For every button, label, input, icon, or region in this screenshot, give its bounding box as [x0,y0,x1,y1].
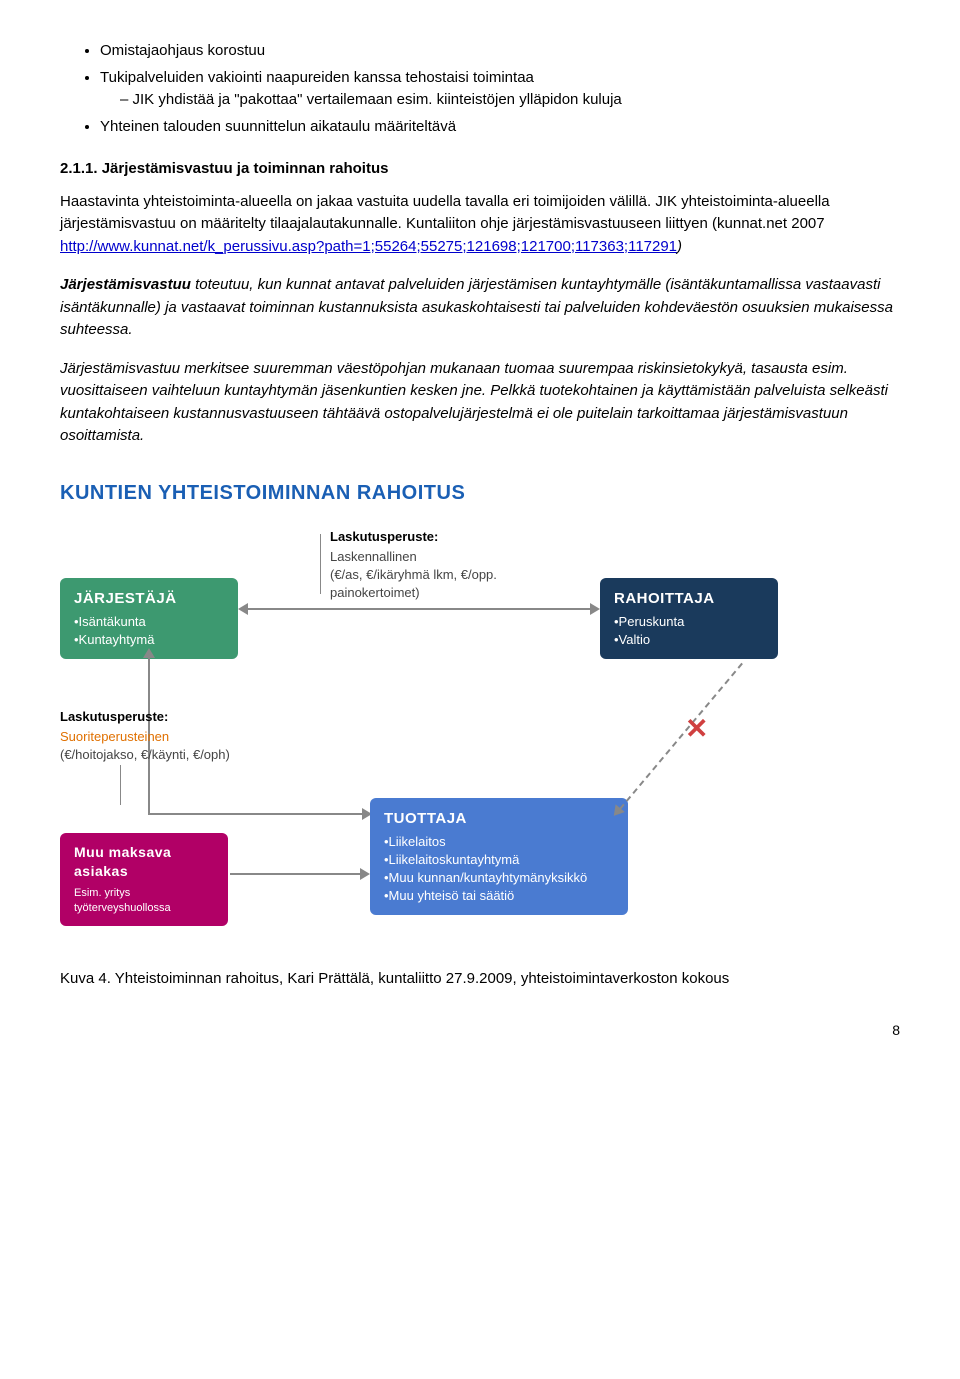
bullet-text: Tukipalveluiden vakiointi naapureiden ka… [100,69,534,86]
jarjestaja-heading: JÄRJESTÄJÄ [74,588,224,609]
p1-text-a: Haastavinta yhteistoiminta-alueella on j… [60,193,830,233]
box-rahoittaja: RAHOITTAJA •Peruskunta •Valtio [600,578,778,659]
bullet-item: Tukipalveluiden vakiointi naapureiden ka… [100,67,900,112]
muu-sub: Esim. yritys työterveyshuollossa [74,886,214,917]
arrow-mt-head [360,868,370,880]
label1-l2: painokertoimet) [330,584,497,602]
tuottaja-heading: TUOTTAJA [384,808,614,829]
bullet-item: Yhteinen talouden suunnittelun aikataulu… [100,116,900,139]
label2-sub: Suoriteperusteinen [60,728,230,746]
muu-heading: Muu maksava asiakas [74,843,214,882]
rahoittaja-l0: •Peruskunta [614,613,764,631]
tuottaja-l2: •Muu kunnan/kuntayhtymänyksikkö [384,869,614,887]
jarjestaja-l1: •Kuntayhtymä [74,631,224,649]
label-laskennallinen: Laskutusperuste: Laskennallinen (€/as, €… [330,528,497,603]
diagram: KUNTIEN YHTEISTOIMINNAN RAHOITUS Laskutu… [60,478,900,938]
section-heading: 2.1.1. Järjestämisvastuu ja toiminnan ra… [60,158,900,181]
p1-text-b: ) [677,238,682,255]
section-number: 2.1.1. [60,160,98,177]
tuottaja-l3: •Muu yhteisö tai säätiö [384,887,614,905]
box-muumaksava: Muu maksava asiakas Esim. yritys työterv… [60,833,228,927]
p2-bold: Järjestämisvastuu [60,276,191,293]
tuottaja-l1: •Liikelaitoskuntayhtymä [384,851,614,869]
page-number: 8 [60,1020,900,1041]
rahoittaja-l1: •Valtio [614,631,764,649]
jarjestaja-l0: •Isäntäkunta [74,613,224,631]
cross-icon: ✕ [685,708,708,750]
arrow-jr-left [238,603,248,615]
arrow-mt [230,873,360,875]
reference-link[interactable]: http://www.kunnat.net/k_perussivu.asp?pa… [60,238,677,255]
label2-line: (€/hoitojakso, €/käynti, €/oph) [60,746,230,764]
label-suorite: Laskutusperuste: Suoriteperusteinen (€/h… [60,708,230,765]
bullet-list: Omistajaohjaus korostuu Tukipalveluiden … [60,40,900,138]
paragraph-3: Järjestämisvastuu merkitsee suuremman vä… [60,358,900,448]
rahoittaja-heading: RAHOITTAJA [614,588,764,609]
label2-vline [120,765,121,805]
arrow-jt-up [143,648,155,658]
box-tuottaja: TUOTTAJA •Liikelaitos •Liikelaitoskuntay… [370,798,628,916]
paragraph-2: Järjestämisvastuu toteutuu, kun kunnat a… [60,274,900,342]
label1-l0: Laskennallinen [330,548,497,566]
dash-rt [619,662,743,809]
paragraph-1: Haastavinta yhteistoiminta-alueella on j… [60,191,900,259]
bullet-item: Omistajaohjaus korostuu [100,40,900,63]
figure-caption: Kuva 4. Yhteistoiminnan rahoitus, Kari P… [60,968,900,991]
sub-bullet-item: JIK yhdistää ja "pakottaa" vertailemaan … [120,89,900,112]
diagram-title: KUNTIEN YHTEISTOIMINNAN RAHOITUS [60,478,900,508]
arrow-jr [245,608,590,610]
label1-title: Laskutusperuste: [330,528,497,546]
label2-title: Laskutusperuste: [60,708,230,726]
section-title: Järjestämisvastuu ja toiminnan rahoitus [102,160,389,177]
arrow-jr-right [590,603,600,615]
label1-line [320,534,321,594]
tuottaja-l0: •Liikelaitos [384,833,614,851]
arrow-jt-h [148,813,363,815]
label1-l1: (€/as, €/ikäryhmä lkm, €/opp. [330,566,497,584]
